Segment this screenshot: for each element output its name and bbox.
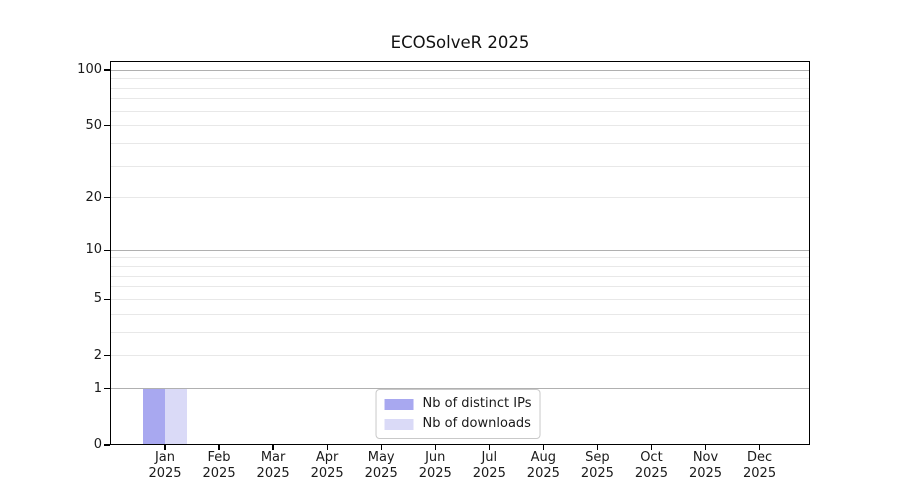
- x-tick-may: [380, 445, 382, 450]
- x-tick-month-apr: Apr: [315, 450, 339, 465]
- legend-item-downloads: Nb of downloads: [384, 416, 532, 432]
- y-tick-50: [104, 124, 110, 127]
- x-tick-year-may: 2025: [364, 466, 398, 481]
- x-tick-jul: [488, 445, 490, 450]
- gridline-minor-40: [110, 142, 810, 144]
- bar-distinct-ips-jan: [143, 388, 165, 445]
- y-tick-label-100: 100: [77, 62, 102, 78]
- gridline-minor-90: [110, 78, 810, 80]
- x-tick-year-nov: 2025: [688, 466, 723, 481]
- x-tick-dec: [758, 445, 761, 450]
- x-tick-year-aug: 2025: [526, 466, 560, 481]
- y-tick-label-10: 10: [85, 242, 102, 258]
- x-tick-year-apr: 2025: [310, 466, 344, 481]
- x-tick-nov: [704, 445, 707, 450]
- legend-swatch-distinct-ips: [384, 398, 414, 410]
- gridline-major-10: [110, 249, 810, 251]
- x-tick-month-mar: Mar: [260, 450, 286, 465]
- x-tick-month-feb: Feb: [207, 450, 231, 465]
- x-tick-label-feb: Feb 2025: [184, 450, 254, 482]
- legend-swatch-downloads: [384, 418, 414, 430]
- x-tick-feb: [218, 445, 220, 450]
- gridline-minor-7: [110, 275, 810, 277]
- x-tick-label-nov: Nov 2025: [671, 450, 741, 482]
- x-tick-month-sep: Sep: [585, 450, 610, 465]
- legend: Nb of distinct IPs Nb of downloads: [375, 389, 541, 439]
- x-tick-year-mar: 2025: [256, 466, 290, 481]
- gridline-minor-8: [110, 266, 810, 268]
- x-tick-year-sep: 2025: [580, 466, 614, 481]
- gridline-major-1: [110, 388, 810, 390]
- x-tick-label-aug: Aug 2025: [508, 450, 578, 482]
- x-tick-month-may: May: [367, 450, 395, 465]
- gridline-minor-6: [110, 286, 810, 288]
- legend-item-distinct-ips: Nb of distinct IPs: [384, 396, 532, 412]
- x-tick-label-mar: Mar 2025: [238, 450, 308, 482]
- y-tick-100: [104, 69, 110, 71]
- x-tick-year-jun: 2025: [418, 466, 452, 481]
- x-tick-mar: [272, 445, 274, 450]
- x-tick-label-apr: Apr 2025: [292, 450, 362, 482]
- x-tick-month-jun: Jun: [425, 450, 446, 465]
- gridline-minor-2: [110, 355, 810, 357]
- y-tick-label-20: 20: [85, 189, 102, 205]
- x-tick-month-oct: Oct: [640, 450, 663, 465]
- gridline-minor-30: [110, 165, 810, 167]
- gridline-minor-9: [110, 257, 810, 259]
- gridline-minor-5: [110, 298, 810, 300]
- x-tick-label-dec: Dec 2025: [725, 450, 795, 482]
- x-tick-month-dec: Dec: [746, 450, 773, 465]
- x-tick-apr: [326, 445, 328, 450]
- y-tick-label-2: 2: [93, 347, 102, 363]
- x-tick-oct: [650, 445, 653, 450]
- y-tick-label-50: 50: [85, 117, 102, 133]
- gridline-minor-3: [110, 331, 810, 333]
- y-tick-label-0: 0: [93, 437, 102, 452]
- x-tick-year-dec: 2025: [743, 466, 777, 481]
- x-tick-month-aug: Aug: [530, 450, 557, 465]
- gridline-minor-50: [110, 125, 810, 127]
- chart-title: ECOSolveR 2025: [390, 33, 530, 52]
- gridline-major-100: [110, 69, 810, 71]
- x-tick-label-may: May 2025: [346, 450, 416, 482]
- x-tick-month-nov: Nov: [692, 450, 719, 465]
- x-tick-label-jun: Jun 2025: [400, 450, 470, 482]
- x-tick-label-jan: Jan 2025: [130, 450, 200, 482]
- y-tick-20: [104, 197, 110, 199]
- x-tick-month-jan: Jan: [154, 450, 176, 465]
- gridline-minor-20: [110, 197, 810, 199]
- gridline-minor-70: [110, 98, 810, 100]
- x-tick-label-jul: Jul 2025: [454, 450, 524, 482]
- x-tick-year-jul: 2025: [472, 466, 506, 481]
- x-tick-aug: [542, 445, 544, 450]
- x-tick-jan: [164, 445, 166, 450]
- gridline-minor-4: [110, 313, 810, 315]
- y-tick-0: [104, 444, 110, 446]
- y-tick-10: [104, 249, 110, 251]
- legend-label-distinct-ips: Nb of distinct IPs: [422, 396, 532, 411]
- y-tick-2: [104, 355, 110, 357]
- gridline-minor-60: [110, 110, 810, 112]
- x-tick-year-jan: 2025: [148, 466, 182, 481]
- x-tick-jun: [434, 445, 436, 450]
- x-tick-month-jul: Jul: [481, 450, 498, 465]
- x-tick-year-oct: 2025: [634, 466, 668, 481]
- bar-downloads-jan: [165, 388, 187, 445]
- gridline-minor-80: [110, 87, 810, 89]
- y-tick-label-1: 1: [93, 380, 102, 396]
- x-tick-label-sep: Sep 2025: [562, 450, 632, 482]
- y-tick-label-5: 5: [93, 291, 102, 307]
- y-tick-1: [104, 388, 110, 390]
- x-tick-label-oct: Oct 2025: [616, 450, 686, 482]
- y-tick-5: [104, 298, 110, 301]
- legend-label-downloads: Nb of downloads: [422, 416, 531, 431]
- x-tick-sep: [596, 445, 599, 450]
- x-tick-year-feb: 2025: [202, 466, 236, 481]
